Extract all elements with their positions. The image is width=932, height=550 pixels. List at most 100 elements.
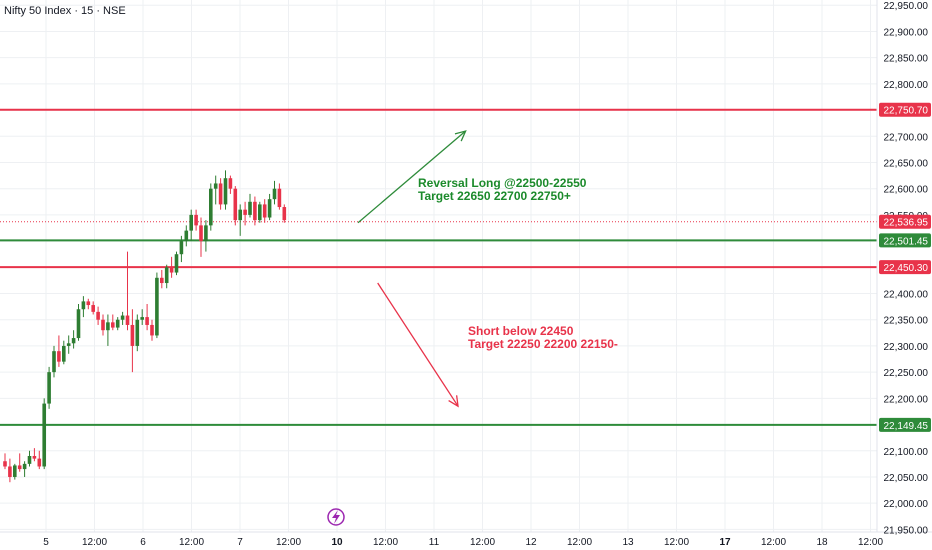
candle — [22, 461, 27, 477]
candle — [248, 193, 252, 218]
x-tick-label: 12:00 — [761, 537, 786, 548]
svg-text:22,750.70: 22,750.70 — [884, 106, 929, 117]
short-annotation-line1: Short below 22450 — [468, 324, 574, 338]
candle — [32, 448, 37, 462]
x-tick-label: 7 — [237, 537, 243, 548]
x-tick-label: 10 — [331, 537, 343, 548]
candle — [199, 217, 203, 257]
candle — [81, 296, 86, 318]
candle — [86, 298, 91, 310]
candle — [277, 183, 282, 210]
candle — [258, 201, 262, 223]
candle — [106, 314, 110, 346]
candle — [204, 220, 208, 252]
candle — [66, 335, 71, 354]
trade-arrows — [357, 130, 467, 408]
chart-title: Nifty 50 Index · 15 · NSE — [4, 5, 126, 17]
candle — [238, 204, 242, 236]
candle — [76, 304, 81, 341]
level-tag: 22,750.70 — [879, 102, 931, 117]
candle — [111, 314, 115, 331]
candle — [243, 201, 247, 226]
level-tag: 22,501.45 — [879, 233, 931, 248]
candle — [3, 453, 7, 470]
x-tick-label: 12 — [525, 537, 537, 548]
candle — [120, 311, 125, 325]
short-annotation-line2: Target 22250 22200 22150- — [468, 337, 618, 351]
long-annotation: Reversal Long @22500-22550 Target 22650 … — [418, 177, 586, 203]
time-axis: 5 12:00 6 12:00 7 12:00 10 12:00 11 12:00 12 12:00 1… — [43, 537, 883, 548]
y-tick-label: 22,400.00 — [884, 290, 929, 301]
svg-text:22,501.45: 22,501.45 — [884, 236, 929, 247]
y-tick-label: 21,950.00 — [884, 525, 929, 536]
x-tick-label: 17 — [719, 537, 731, 548]
candle — [223, 170, 228, 210]
candle — [194, 209, 198, 231]
candle — [209, 183, 213, 231]
candle — [42, 398, 46, 470]
x-tick-label: 6 — [140, 537, 146, 548]
level-tag: 22,536.95 — [879, 214, 931, 229]
candle — [125, 251, 130, 331]
long-annotation-line2: Target 22650 22700 22750+ — [418, 189, 571, 203]
candle — [62, 340, 66, 365]
y-tick-label: 22,950.00 — [884, 1, 929, 12]
candle — [8, 458, 12, 483]
x-tick-label: 13 — [622, 537, 634, 548]
level-tag: 22,450.30 — [879, 260, 931, 275]
candle — [179, 235, 184, 263]
x-tick-label: 18 — [816, 537, 828, 548]
candle — [164, 264, 169, 289]
level-tag: 22,149.45 — [879, 417, 931, 432]
price-levels — [0, 108, 877, 426]
y-tick-label: 22,800.00 — [884, 80, 929, 91]
candle — [174, 251, 179, 276]
y-tick-label: 22,200.00 — [884, 394, 929, 405]
candle — [37, 450, 42, 470]
y-tick-label: 22,650.00 — [884, 158, 929, 169]
candle — [150, 319, 154, 341]
candle — [140, 309, 144, 325]
x-tick-label: 12:00 — [373, 537, 398, 548]
candle — [57, 335, 61, 367]
candle — [184, 225, 189, 247]
candle — [155, 272, 159, 339]
candle — [233, 186, 238, 226]
candle — [130, 309, 135, 373]
x-tick-label: 5 — [43, 537, 49, 548]
svg-text:22,536.95: 22,536.95 — [884, 218, 929, 229]
y-tick-label: 22,900.00 — [884, 27, 929, 38]
candle — [272, 180, 277, 205]
candle — [262, 199, 267, 223]
candle — [145, 304, 149, 331]
candle — [101, 314, 105, 336]
candle — [96, 306, 100, 325]
y-tick-label: 22,050.00 — [884, 473, 929, 484]
y-tick-label: 22,000.00 — [884, 499, 929, 510]
price-level-tags: 22,750.70 22,536.95 22,501.45 22,450.30 22,1… — [879, 102, 931, 432]
x-tick-label: 11 — [429, 537, 440, 548]
candle — [282, 204, 287, 223]
x-tick-label: 12:00 — [664, 537, 689, 548]
grid — [0, 0, 877, 532]
x-tick-label: 12:00 — [567, 537, 592, 548]
candle — [71, 330, 76, 349]
candle — [52, 345, 56, 378]
x-tick-label: 12:00 — [470, 537, 495, 548]
y-tick-label: 22,850.00 — [884, 54, 929, 65]
lightning-icon[interactable] — [327, 508, 345, 526]
y-tick-label: 22,600.00 — [884, 185, 929, 196]
arrow-short — [377, 282, 459, 408]
y-tick-label: 22,700.00 — [884, 132, 929, 143]
x-tick-label: 12:00 — [276, 537, 301, 548]
candles — [3, 170, 287, 483]
y-tick-label: 22,100.00 — [884, 447, 929, 458]
arrow-long — [357, 130, 467, 224]
candle — [213, 175, 218, 205]
candle — [228, 175, 233, 194]
svg-text:22,149.45: 22,149.45 — [884, 421, 929, 432]
y-tick-label: 22,350.00 — [884, 316, 929, 327]
short-annotation: Short below 22450 Target 22250 22200 221… — [468, 325, 618, 351]
candle — [218, 178, 223, 210]
candle — [17, 453, 22, 472]
